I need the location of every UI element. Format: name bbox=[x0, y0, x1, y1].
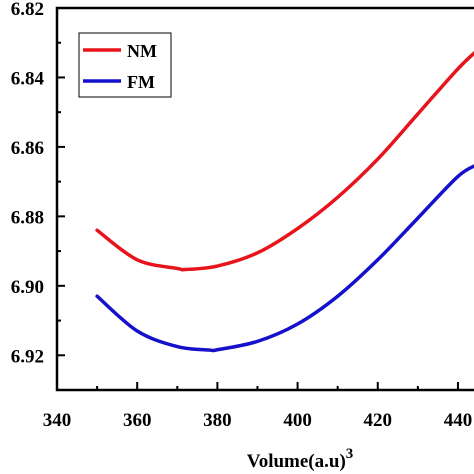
legend-label-fm: FM bbox=[127, 72, 155, 92]
x-axis-title-text: Volume(a.u) bbox=[247, 451, 346, 472]
y-tick-label: 6.92 bbox=[11, 346, 44, 367]
y-tick-label: 6.88 bbox=[11, 207, 44, 228]
x-tick-label: 440 bbox=[444, 410, 473, 431]
legend: NM FM bbox=[78, 32, 172, 98]
series-layer bbox=[95, 50, 474, 353]
plot-frame bbox=[55, 6, 474, 392]
y-tick-label: 6.84 bbox=[11, 68, 45, 89]
y-tick-label: 6.90 bbox=[11, 277, 44, 298]
x-tick-label: 340 bbox=[43, 410, 72, 431]
y-tick-label: 6.86 bbox=[11, 138, 44, 159]
series-line-fm bbox=[95, 164, 474, 353]
ticks-layer: 340 360 380 400 420 440 6.82 6.84 6.86 6.88 6.90 6.… bbox=[11, 0, 472, 431]
x-tick-label: 420 bbox=[364, 410, 393, 431]
x-tick-label: 400 bbox=[283, 410, 312, 431]
y-tick-label: 6.82 bbox=[11, 0, 44, 20]
x-axis-title: Volume(a.u)3 bbox=[247, 446, 354, 472]
x-tick-label: 380 bbox=[203, 410, 232, 431]
x-axis-title-superscript: 3 bbox=[346, 446, 354, 462]
legend-label-nm: NM bbox=[127, 41, 157, 61]
x-tick-label: 360 bbox=[123, 410, 152, 431]
legend-box bbox=[78, 32, 172, 98]
series-line-nm bbox=[95, 50, 474, 272]
